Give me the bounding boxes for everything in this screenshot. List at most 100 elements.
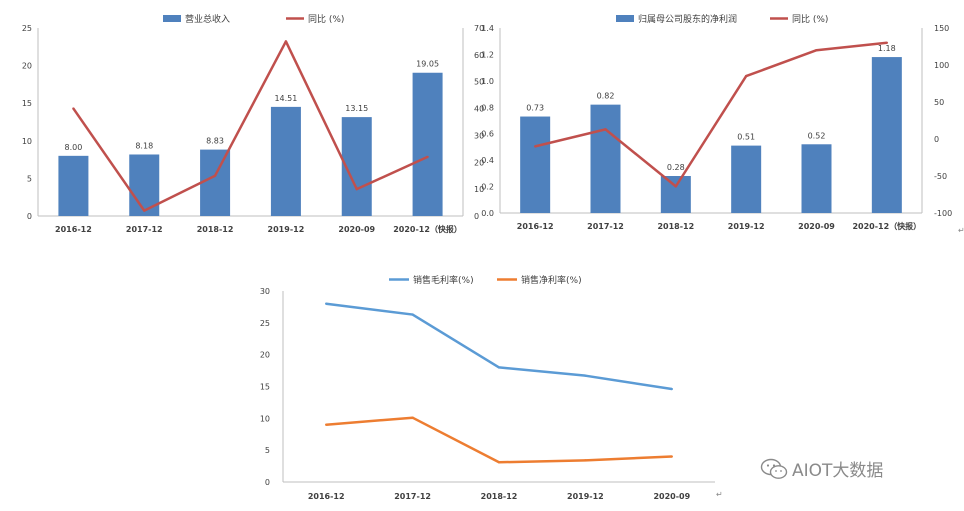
chart3-legend-label-1: 销售毛利率(%) (413, 274, 474, 286)
chart2-y-left-tick: 0.2 (481, 183, 494, 192)
chart3-y-tick: 10 (260, 414, 270, 423)
chart3-y-tick: 15 (260, 383, 270, 392)
chart1-y-left-tick: 25 (22, 24, 32, 33)
chart2-bar-data-label: 0.73 (526, 104, 544, 113)
chart3-line-point (325, 302, 328, 305)
chart2-bar (731, 145, 762, 213)
chart1-bar (58, 155, 89, 216)
chart2-y-right-tick: 150 (934, 24, 949, 33)
chart3-line-point (584, 459, 587, 462)
chart3-line-point (497, 366, 501, 369)
chart1-y-right-tick: 40 (474, 105, 484, 114)
chart2-line-point (815, 49, 818, 52)
chart1-bar (270, 106, 301, 216)
chart2-y-left-tick: 0.8 (481, 103, 494, 112)
chart2-line-point (744, 74, 748, 78)
chart2-legend-line-label: 同比 (%) (792, 13, 828, 25)
chart1-category-label: 2020-09 (338, 225, 375, 234)
chart3-y-tick: 20 (260, 351, 270, 360)
chart1-legend-bar-swatch (163, 15, 181, 22)
chart1-bar (200, 149, 231, 216)
chart3-line-point (411, 416, 414, 419)
chart3-line-point (670, 455, 673, 458)
chart1-y-left-tick: 15 (22, 99, 32, 108)
chart2-bar-data-label: 0.52 (808, 131, 826, 140)
chart2-y-left-tick: 1.4 (481, 24, 494, 33)
chart2-y-left-tick: 1.0 (481, 77, 494, 86)
chart2-line-point (674, 185, 678, 188)
chart1-line-point (284, 40, 288, 43)
chart2-bar (520, 116, 551, 213)
chart2-line-point (533, 145, 537, 148)
chart2-y-right-tick: 50 (934, 98, 944, 107)
chart1-legend-bar-label: 营业总收入 (185, 13, 230, 25)
watermark-text: AIOT大数据 (792, 461, 884, 481)
chart2-legend-bar-label: 归属母公司股东的净利润 (638, 13, 737, 25)
chart2-category-label: 2016-12 (517, 222, 554, 231)
watermark: AIOT大数据 (760, 456, 883, 481)
chart2-bar (871, 57, 902, 214)
chart2-bar-data-label: 1.18 (878, 44, 896, 53)
chart1-legend-line-label: 同比 (%) (308, 13, 344, 25)
chart2-legend-bar-swatch (616, 15, 634, 22)
chart1-y-left-tick: 10 (22, 137, 32, 146)
chart3-y-tick: 0 (265, 478, 270, 487)
chart2-y-right-tick: 100 (934, 61, 949, 70)
chart1-bar-data-label: 19.05 (416, 60, 439, 69)
chart2-line-point (885, 41, 889, 44)
chart1-category-label: 2020-12（快报） (393, 224, 462, 234)
chart1-bar-data-label: 13.15 (345, 104, 368, 113)
chart1-category-label: 2018-12 (197, 225, 234, 234)
chart1-bar-data-label: 8.00 (65, 143, 83, 152)
chart2-series-line-yoy (534, 41, 887, 188)
chart2-y-left-tick: 1.2 (481, 50, 494, 59)
chart2-y-right-tick: 0 (934, 135, 939, 144)
chart2-y-left-tick: 0.4 (481, 156, 494, 165)
chart1-line-point (426, 155, 429, 159)
paragraph-mark: ↵ (958, 226, 964, 235)
chart3-y-tick: 5 (265, 446, 270, 455)
chart1-series-line-yoy (72, 40, 429, 212)
wechat-icon (760, 458, 788, 479)
chart2-y-right-tick: -100 (934, 209, 952, 218)
chart1-bar-data-label: 8.18 (135, 141, 153, 150)
chart1-line-point (72, 107, 75, 110)
chart1-y-right-tick: 20 (474, 158, 484, 167)
chart3-category-label: 2019-12 (567, 492, 604, 501)
chart1-y-left-tick: 20 (22, 62, 32, 71)
chart3-line-point (411, 313, 414, 316)
chart3-category-label: 2017-12 (394, 492, 431, 501)
chart1-bar (412, 72, 443, 216)
chart3-category-label: 2020-09 (653, 492, 690, 501)
chart1-bar-data-label: 14.51 (274, 94, 297, 103)
chart2-category-label: 2018-12 (657, 222, 694, 231)
chart1-y-right-tick: 50 (474, 78, 484, 87)
chart1-category-label: 2019-12 (268, 225, 305, 234)
chart1-y-right-tick: 70 (474, 24, 484, 33)
chart3-line-point (497, 461, 501, 464)
chart2-line-point (604, 128, 607, 131)
chart2-bar (801, 144, 832, 213)
chart1-category-label: 2017-12 (126, 225, 163, 234)
chart2-bar-data-label: 0.28 (667, 163, 685, 172)
chart2-bar-data-label: 0.51 (737, 133, 755, 142)
chart1-y-left-tick: 0 (27, 212, 32, 221)
chart3-series-line-2 (326, 416, 672, 464)
chart1-y-left-tick: 5 (27, 174, 32, 183)
chart2-bar (590, 104, 621, 213)
chart2-category-label: 2019-12 (728, 222, 765, 231)
chart3-line-point (584, 374, 587, 377)
chart2-category-label: 2020-09 (798, 222, 835, 231)
chart3-y-tick: 30 (260, 287, 270, 296)
paragraph-mark: ↵ (716, 490, 723, 499)
chart1-bar-data-label: 8.83 (206, 137, 224, 146)
chart2-y-right-tick: -50 (934, 172, 947, 181)
chart2-bar (660, 176, 691, 213)
chart3-category-label: 2016-12 (308, 492, 345, 501)
chart1-y-right-tick: 0 (474, 212, 479, 221)
chart2-y-left-tick: 0.6 (481, 130, 494, 139)
chart1-line-point (143, 209, 146, 212)
chart3-series-line-1 (326, 302, 672, 391)
chart1-y-right-tick: 60 (474, 51, 484, 60)
